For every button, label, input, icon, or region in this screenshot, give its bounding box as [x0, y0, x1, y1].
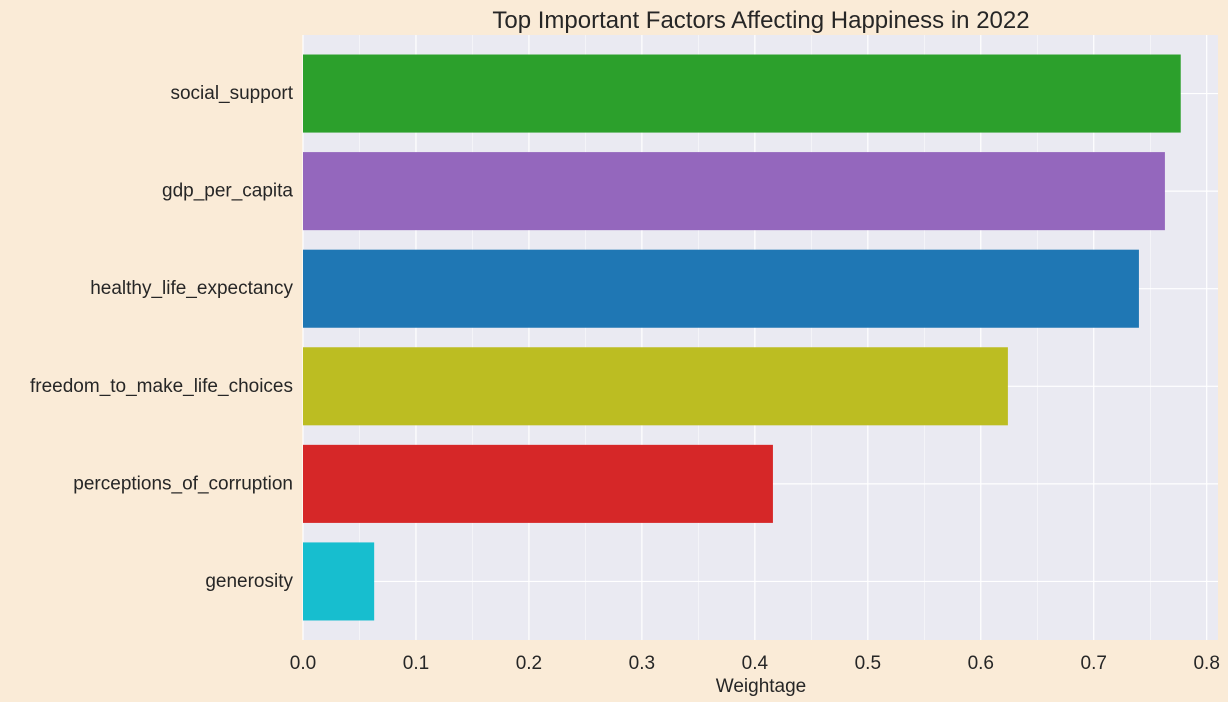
y-tick-labels: social_support gdp_per_capita healthy_life… — [30, 83, 294, 592]
bar-gdp-per-capita — [303, 152, 1165, 231]
y-tick-label: healthy_life_expectancy — [90, 278, 293, 299]
y-tick-label: gdp_per_capita — [162, 181, 293, 202]
y-tick-label: social_support — [170, 83, 293, 104]
bar-generosity — [303, 542, 375, 621]
y-tick-label: perceptions_of_corruption — [73, 473, 293, 494]
chart-title: Top Important Factors Affecting Happines… — [492, 7, 1029, 34]
plot-area — [303, 35, 1218, 640]
x-tick-label: 0.4 — [742, 653, 769, 674]
y-tick-label: generosity — [205, 571, 293, 592]
x-tick-label: 0.2 — [516, 653, 542, 674]
x-tick-label: 0.8 — [1193, 653, 1219, 674]
bar-perceptions-of-corruption — [303, 444, 773, 523]
x-tick-label: 0.5 — [855, 653, 881, 674]
x-tick-label: 0.0 — [290, 653, 316, 674]
x-tick-label: 0.7 — [1081, 653, 1107, 674]
x-tick-label: 0.1 — [403, 653, 429, 674]
bar-healthy-life-expectancy — [303, 249, 1139, 328]
x-tick-labels: 0.0 0.1 0.2 0.3 0.4 0.5 0.6 0.7 0.8 — [290, 653, 1220, 674]
bars — [303, 54, 1181, 621]
x-tick-label: 0.3 — [629, 653, 655, 674]
y-tick-label: freedom_to_make_life_choices — [30, 376, 293, 397]
bar-social-support — [303, 54, 1181, 133]
bar-freedom-to-make-life-choices — [303, 347, 1008, 426]
x-axis-label: Weightage — [716, 676, 807, 697]
x-tick-label: 0.6 — [968, 653, 994, 674]
